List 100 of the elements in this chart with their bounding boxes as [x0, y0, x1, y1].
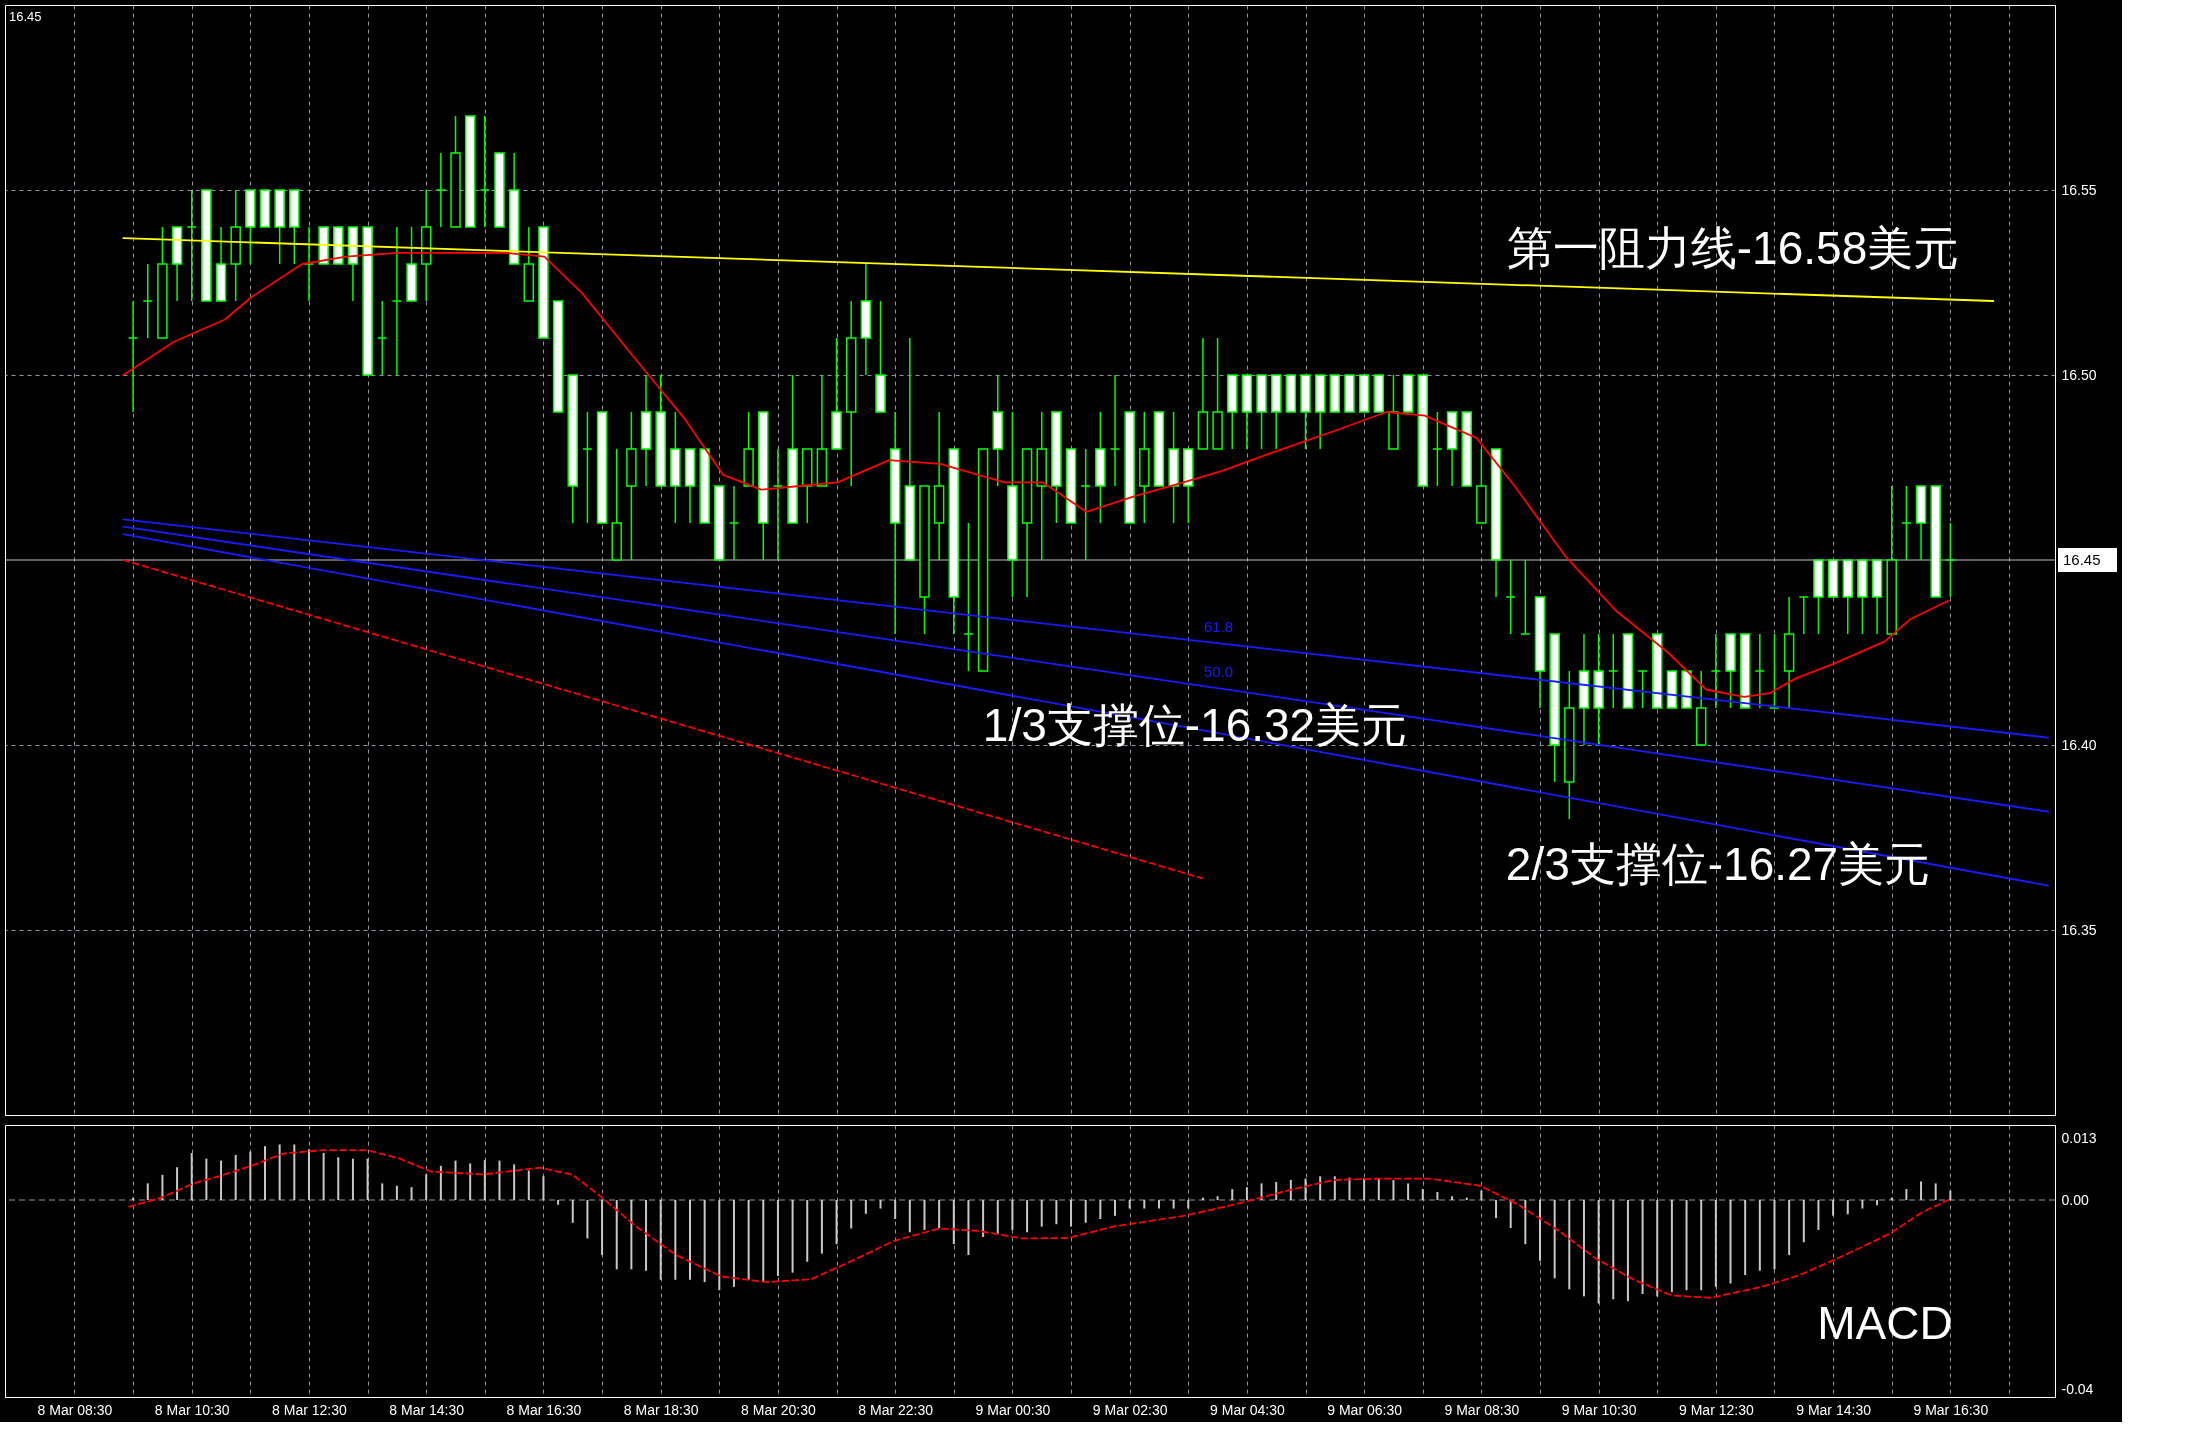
bar: [425, 1174, 428, 1200]
bar: [1451, 1196, 1454, 1200]
y-tick-label: 0.00: [2061, 1191, 2089, 1208]
x-tick-label: 9 Mar 02:30: [1092, 1401, 1168, 1418]
bar: [454, 1160, 457, 1200]
bar: [982, 1200, 985, 1238]
bar: [337, 1157, 340, 1200]
bar: [1319, 1176, 1322, 1200]
bar: [1729, 1200, 1732, 1284]
bar: [601, 1200, 604, 1256]
bar: [732, 1200, 735, 1287]
bar: [1421, 1189, 1424, 1200]
bar: [908, 1200, 911, 1233]
x-tick-label: 8 Mar 18:30: [623, 1401, 699, 1418]
bar: [1289, 1180, 1292, 1200]
bar: [264, 1146, 266, 1200]
bar: [835, 1200, 838, 1245]
bar: [1084, 1200, 1087, 1223]
x-tick-label: 8 Mar 20:30: [741, 1401, 816, 1418]
bar: [1788, 1200, 1791, 1256]
bar: [1568, 1200, 1571, 1290]
bar: [1143, 1200, 1146, 1209]
bar: [630, 1200, 633, 1270]
bar: [1641, 1200, 1644, 1294]
bar: [1172, 1200, 1175, 1209]
series-label: 50.0: [1203, 662, 1234, 680]
bar: [1055, 1200, 1058, 1225]
bar: [952, 1200, 955, 1245]
bar: [762, 1200, 765, 1283]
bar: [1685, 1200, 1688, 1291]
bar: [1539, 1200, 1541, 1261]
bar: [1509, 1200, 1512, 1229]
x-tick-label: 8 Mar 22:30: [858, 1401, 934, 1418]
bar: [645, 1200, 648, 1271]
bar: [146, 1183, 149, 1200]
y-tick-label: 0.013: [2061, 1129, 2097, 1146]
x-tick-label: 8 Mar 16:30: [506, 1401, 582, 1418]
bar: [1670, 1200, 1673, 1293]
bar: [381, 1183, 384, 1200]
bar: [1231, 1189, 1234, 1200]
bar: [615, 1200, 618, 1270]
annotation: MACD: [1817, 1297, 1953, 1349]
bar: [1861, 1200, 1864, 1209]
bar: [1758, 1200, 1761, 1271]
x-tick-label: 8 Mar 10:30: [154, 1401, 230, 1418]
bar: [776, 1200, 779, 1276]
bar: [1275, 1181, 1278, 1200]
bar: [410, 1187, 413, 1200]
bar: [1626, 1200, 1629, 1302]
series-label: 61.8: [1203, 618, 1234, 636]
bar: [307, 1149, 310, 1200]
bar: [586, 1200, 589, 1239]
bar: [1817, 1200, 1820, 1230]
bar: [1436, 1191, 1439, 1200]
y-tick-label: 16.55: [2061, 181, 2097, 198]
bar: [1582, 1200, 1585, 1297]
bar: [1333, 1176, 1336, 1200]
annotation: 16.45: [9, 9, 42, 24]
bar: [351, 1158, 354, 1200]
bar: [1773, 1200, 1776, 1270]
bar: [1832, 1200, 1835, 1216]
bar: [395, 1185, 398, 1200]
bar: [879, 1200, 882, 1209]
bar: [1114, 1200, 1116, 1216]
bar: [1392, 1180, 1395, 1200]
bar: [1553, 1200, 1556, 1279]
bar: [1612, 1200, 1615, 1300]
bar: [1128, 1200, 1131, 1209]
bar: [1040, 1200, 1043, 1227]
bar: [820, 1200, 823, 1254]
x-tick-label: 9 Mar 16:30: [1913, 1401, 1989, 1418]
bar: [293, 1144, 296, 1200]
x-tick-label: 9 Mar 04:30: [1210, 1401, 1285, 1418]
annotation: 第一阻力线-16.58美元: [1506, 222, 1960, 274]
bar: [571, 1200, 574, 1223]
bar: [278, 1144, 281, 1200]
y-tick-label: 16.50: [2061, 366, 2097, 383]
x-tick-label: 9 Mar 08:30: [1444, 1401, 1520, 1418]
bar: [322, 1153, 325, 1200]
bar: [1070, 1200, 1073, 1227]
bar: [791, 1200, 794, 1273]
bar: [1099, 1200, 1102, 1219]
bar: [161, 1174, 164, 1200]
y-tick-label: -0.04: [2061, 1381, 2094, 1398]
x-tick-label: 9 Mar 06:30: [1327, 1401, 1403, 1418]
bar: [864, 1200, 867, 1214]
bar: [469, 1163, 472, 1200]
bar: [747, 1200, 750, 1280]
bar: [513, 1164, 516, 1200]
bar: [659, 1200, 662, 1280]
x-tick-label: 8 Mar 08:30: [37, 1401, 113, 1418]
bar: [1905, 1189, 1908, 1200]
bar: [1700, 1200, 1703, 1291]
x-tick-label: 9 Mar 10:30: [1561, 1401, 1637, 1418]
x-tick-label: 9 Mar 00:30: [975, 1401, 1051, 1418]
bar: [1802, 1200, 1805, 1243]
bar: [176, 1167, 179, 1200]
bar: [498, 1160, 501, 1200]
bar: [483, 1160, 486, 1200]
bar: [923, 1200, 926, 1230]
